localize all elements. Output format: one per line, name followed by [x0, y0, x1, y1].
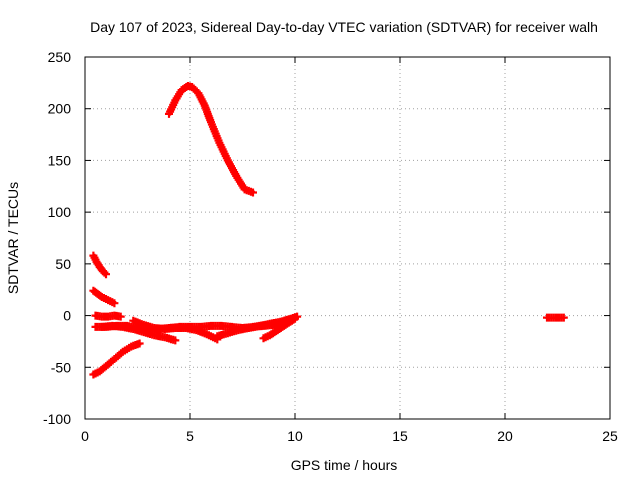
data-point: [171, 336, 180, 345]
y-tick-label: 150: [48, 152, 72, 168]
y-tick-label: 0: [63, 308, 71, 324]
x-tick-label: 25: [602, 428, 618, 444]
data-point: [135, 339, 144, 348]
series-arc-late: [543, 313, 568, 322]
series-arc-right-dip: [259, 314, 299, 343]
gridlines: [85, 57, 610, 419]
series-arc-rising-from-below: [89, 339, 144, 379]
plot-frame: [84, 56, 611, 420]
x-axis-label: GPS time / hours: [291, 457, 398, 473]
data-point: [110, 299, 119, 308]
series-arc-dip-center: [129, 316, 222, 344]
y-axis-label: SDTVAR / TECUs: [5, 182, 21, 294]
x-tick-label: 15: [392, 428, 408, 444]
data-series: [89, 82, 568, 379]
x-tick-label: 5: [186, 428, 194, 444]
series-arc-upper-left: [89, 251, 110, 279]
chart-title: Day 107 of 2023, Sidereal Day-to-day VTE…: [90, 19, 598, 35]
data-point: [102, 270, 110, 279]
y-tick-label: 50: [55, 256, 71, 272]
series-arc-high: [165, 82, 257, 197]
x-tick-label: 10: [287, 428, 303, 444]
y-tick-label: 100: [48, 204, 72, 220]
x-tick-label: 20: [497, 428, 513, 444]
x-tick-label: 0: [81, 428, 89, 444]
y-tick-label: -100: [43, 411, 71, 427]
data-point: [559, 313, 568, 322]
axis-ticks: 0 5 10 15 20 25 -100 -50 0 50 100 150 200 250: [43, 49, 618, 444]
data-point: [291, 314, 299, 323]
series-arc-positive-decay: [89, 286, 119, 308]
data-point: [249, 188, 257, 197]
series-arc-near-zero-flat: [91, 311, 125, 321]
y-tick-label: -50: [51, 359, 71, 375]
y-tick-label: 250: [48, 49, 72, 65]
data-point: [116, 312, 125, 321]
series-arc-dip-three: [97, 321, 180, 345]
y-tick-label: 200: [48, 101, 72, 117]
